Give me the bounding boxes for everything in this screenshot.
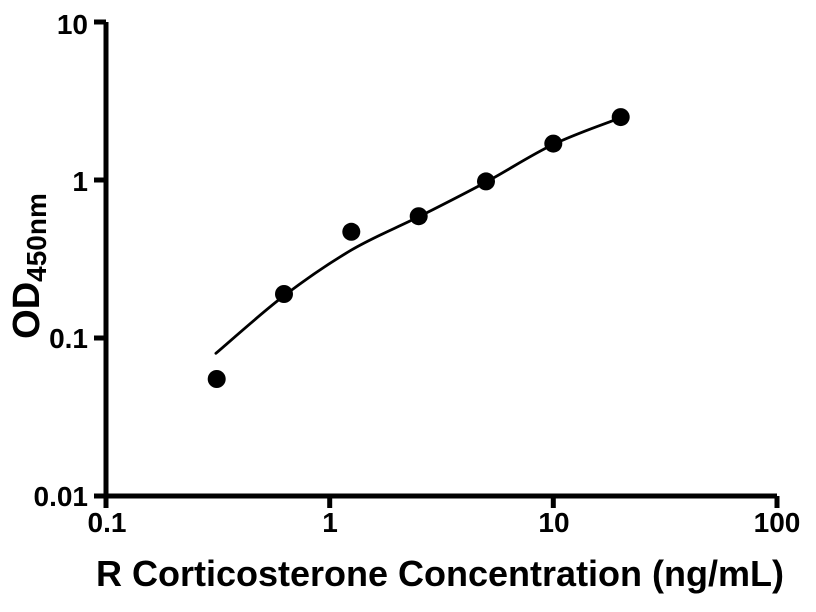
y-tick-label-0.1: 0.1	[49, 323, 88, 354]
x-axis-title: R Corticosterone Concentration (ng/mL)	[95, 553, 785, 594]
axis-spines	[103, 22, 777, 499]
y-tick-label-10: 10	[56, 9, 88, 40]
data-point	[611, 108, 630, 127]
y-tick-label-0.01: 0.01	[33, 481, 89, 512]
y-tick-label-1: 1	[72, 166, 88, 197]
data-point	[275, 285, 293, 303]
data-point	[477, 172, 495, 191]
y-axis-title-main: OD	[6, 281, 48, 339]
data-point	[342, 222, 361, 241]
x-tick-label-1: 1	[322, 507, 338, 538]
x-tick-label-100: 100	[753, 507, 801, 538]
x-tick-label-10: 10	[538, 507, 570, 538]
data-point	[207, 370, 226, 388]
data-point	[409, 207, 428, 226]
x-tick-label-0.1: 0.1	[87, 507, 127, 538]
y-axis-title: OD450nm	[6, 193, 52, 339]
y-axis-title-subscript: 450nm	[21, 193, 52, 282]
data-point	[544, 134, 563, 153]
fit-curve	[214, 116, 623, 355]
